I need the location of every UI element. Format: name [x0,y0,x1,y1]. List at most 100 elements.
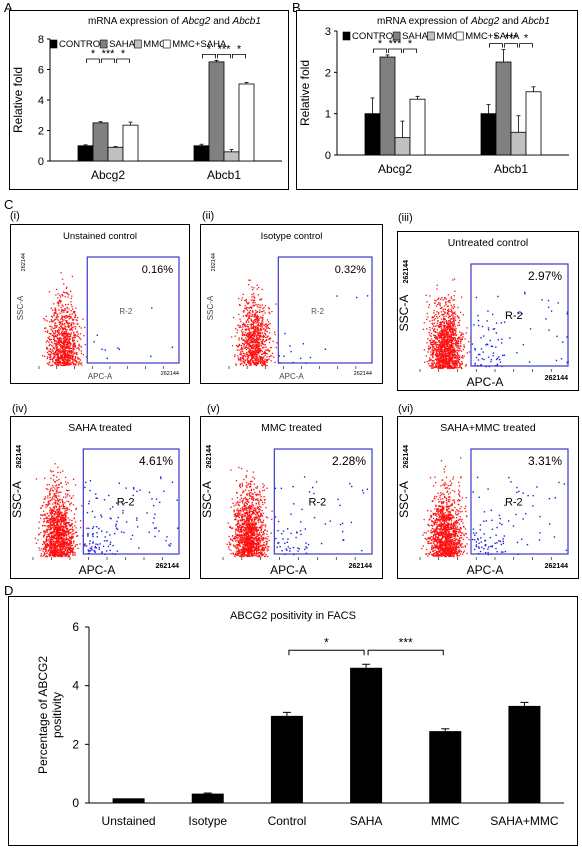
facs-event-red [48,545,50,547]
facs-event-red [64,496,67,499]
facs-event-red [274,361,276,364]
facs-event-red [70,303,72,306]
facs-event-red [67,551,69,553]
facs-y-label: SSC-A [398,295,411,332]
facs-event-red [450,296,453,298]
facs-event-red [62,348,64,351]
facs-event-red [249,312,251,314]
facs-event-red [444,351,447,353]
facs-event-red [61,332,63,335]
facs-event-red [251,286,253,288]
facs-event-red [260,331,262,334]
facs-event-red [448,353,451,356]
facs-event-red [57,554,59,556]
facs-event-red [444,348,446,350]
facs-event-red [441,337,443,339]
facs-event-red [432,367,434,369]
facs-event-red [438,354,441,356]
facs-event-red [438,348,440,350]
facs-event-blue [109,534,111,536]
facs-event-red [63,538,66,540]
facs-event-blue [490,345,493,347]
facs-event-red [49,348,51,350]
facs-event-red [77,358,79,360]
facs-event-red [268,341,271,344]
facs-event-red [448,361,451,364]
facs-event-red [261,353,264,355]
facs-event-red [446,305,449,308]
facs-event-red [452,312,454,315]
facs-event-red [245,337,247,339]
facs-event-red [253,331,256,334]
facs-event-red [454,360,456,362]
facs-event-red [254,334,256,337]
facs-plot: Unstained control SSC-A 262144 APC-A 262144 0… [10,224,190,384]
facs-event-red [50,543,53,546]
significance-label: *** [102,48,116,60]
facs-event-red [50,517,52,519]
facs-event-red [258,344,260,346]
facs-event-red [255,311,258,314]
facs-event-red [47,500,50,502]
facs-event-red [256,336,258,339]
facs-event-red [240,354,242,356]
facs-event-red [53,508,55,510]
facs-event-red [265,359,268,361]
facs-event-red [437,313,440,315]
facs-event-red [457,345,460,347]
facs-event-red [464,338,466,340]
facs-event-red [60,321,62,324]
facs-event-red [77,333,79,335]
facs-event-red [236,349,238,351]
facs-event-red [263,327,265,330]
facs-event-blue [138,547,140,549]
facs-event-red [251,333,253,335]
facs-event-red [64,514,66,516]
facs-event-red [456,352,458,354]
facs-event-red [437,333,440,335]
facs-event-red [440,318,443,320]
facs-event-red [432,355,434,358]
facs-event-red [69,341,71,344]
facs-event-red [55,324,57,327]
facs-event-red [460,338,462,341]
facs-event-blue [561,341,564,343]
facs-event-red [77,323,79,325]
facs-event-red [65,354,67,357]
facs-event-red [69,546,71,549]
facs-event-red [64,359,66,361]
facs-event-red [453,312,455,314]
facs-event-red [46,535,48,538]
facs-event-red [442,360,445,362]
facs-event-red [448,326,450,328]
facs-event-red [269,322,271,325]
facs-event-red [242,323,244,326]
facs-event-blue [95,526,98,528]
facs-event-red [43,501,45,504]
facs-event-blue [98,546,101,549]
facs-event-red [61,293,63,296]
facs-event-red [55,361,57,364]
facs-event-red [68,555,70,558]
facs-event-red [62,344,64,347]
facs-event-red [264,354,266,357]
y-tick-label: 0 [38,156,44,168]
facs-event-red [56,534,58,536]
facs-event-red [432,330,435,332]
facs-event-red [52,320,54,322]
facs-event-red [76,535,78,537]
facs-event-red [47,495,49,497]
facs-event-red [266,319,269,321]
facs-event-red [261,328,263,331]
facs-event-red [253,315,255,318]
facs-event-red [441,314,443,316]
facs-event-red [57,352,59,354]
facs-event-red [249,359,252,361]
facs-event-red [262,356,264,359]
facs-event-red [250,307,253,309]
facs-event-red [248,307,250,309]
facs-event-red [443,361,445,364]
facs-event-red [61,331,63,334]
facs-event-red [67,551,70,554]
